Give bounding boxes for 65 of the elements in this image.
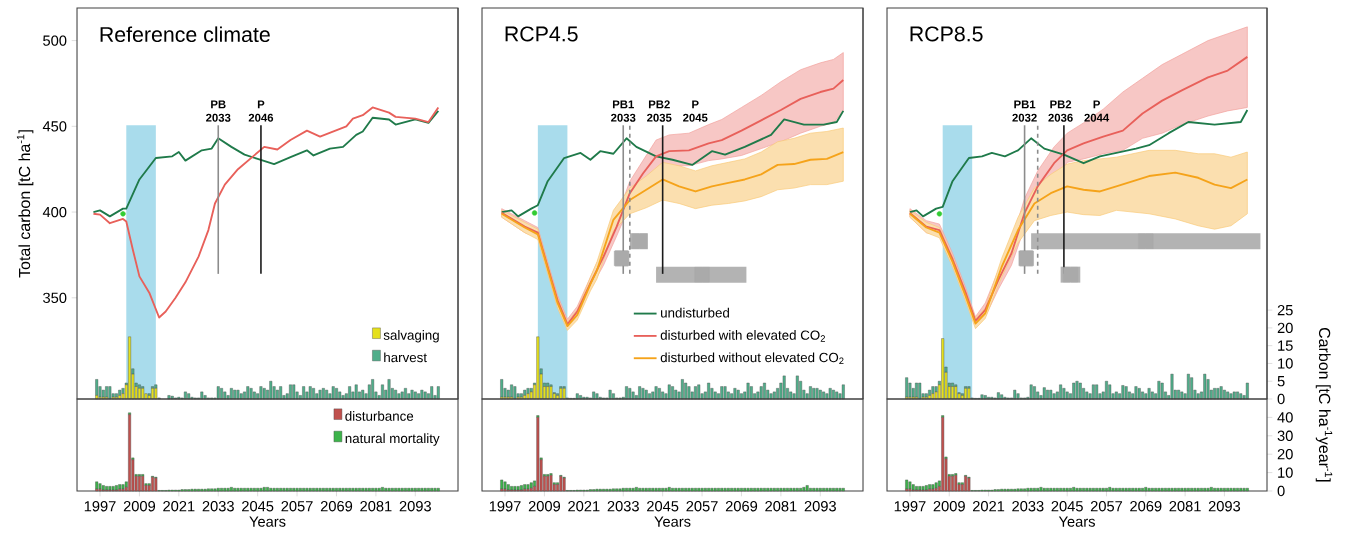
ref-line-label: PB1 2032	[1012, 100, 1037, 122]
x-tick-label: 2093	[1208, 501, 1241, 512]
y-tick-label: 400	[42, 206, 67, 218]
y2-axis-title: Carbon [tC ha$^{-1}$year$^{-1}$]	[1315, 327, 1333, 482]
x-tick-label: 2021	[568, 501, 600, 512]
ref-line-label: P 2046	[248, 100, 274, 122]
y2-tick-label: 10	[1278, 358, 1293, 369]
x-tick-label: 2045	[242, 501, 274, 512]
ref-line-label: P 2044	[1084, 100, 1110, 122]
x-tick-label: 2069	[1130, 501, 1162, 512]
x-tick-label: 2009	[933, 501, 965, 512]
x-tick-label: 2021	[163, 501, 195, 512]
x-axis-title: Years	[249, 516, 286, 527]
y2-tick-label: 40	[1277, 412, 1293, 423]
x-axis-title: Years	[1058, 516, 1095, 527]
ref-line-label: PB1 2033	[611, 100, 636, 122]
y2-tick-label: 0	[1277, 393, 1285, 405]
y-axis-title: Total carbon [tC ha$^{-1}$]	[16, 130, 34, 278]
x-tick-label: 2069	[320, 501, 353, 512]
y2-tick-label: 10	[1278, 467, 1293, 478]
ref-line-label: PB 2033	[206, 100, 231, 122]
x-tick-label: 1997	[489, 501, 521, 512]
x-tick-label: 2057	[686, 501, 718, 512]
y2-tick-label: 20	[1277, 449, 1293, 460]
x-tick-label: 2045	[647, 501, 679, 512]
x-tick-label: 2057	[1090, 501, 1123, 512]
x-tick-label: 2081	[360, 501, 392, 512]
y2-tick-label: 5	[1277, 376, 1285, 387]
legend-label: undisturbed	[661, 307, 729, 318]
x-tick-label: 1997	[894, 501, 926, 512]
legend-label: disturbed with elevated CO$_{2}$	[660, 330, 825, 342]
ref-line-label: P 2045	[683, 100, 708, 122]
ref-line-label: PB2 2036	[1048, 100, 1073, 122]
y2-tick-label: 20	[1277, 322, 1293, 334]
x-tick-label: 2009	[528, 501, 561, 512]
legend-label: harvest	[384, 352, 427, 363]
x-tick-label: 2021	[972, 501, 1005, 512]
text: RCP4.5	[505, 26, 578, 42]
x-tick-label: 2057	[281, 501, 313, 512]
x-tick-label: 2069	[725, 501, 758, 512]
x-tick-label: 2033	[1012, 501, 1044, 512]
x-tick-label: 2045	[1051, 501, 1083, 512]
y2-tick-label: 30	[1277, 430, 1293, 441]
x-tick-label: 2033	[202, 501, 234, 512]
x-tick-label: 2093	[804, 501, 836, 512]
y2-tick-label: 25	[1277, 304, 1293, 316]
x-tick-label: 2009	[123, 501, 156, 512]
ref-line-label: PB2 2035	[647, 100, 672, 122]
x-tick-label: 2033	[607, 501, 639, 512]
legend-label: natural mortality	[345, 433, 440, 446]
legend-label: salvaging	[383, 330, 439, 343]
legend-label: disturbance	[345, 411, 414, 421]
x-tick-label: 1997	[84, 501, 116, 512]
x-tick-label: 2093	[399, 501, 431, 512]
y-tick-label: 450	[42, 121, 67, 132]
text: Reference climate	[100, 26, 270, 43]
x-tick-label: 2081	[765, 501, 797, 512]
y-tick-label: 350	[43, 292, 67, 303]
y2-tick-label: 0	[1277, 485, 1285, 497]
text: RCP8.5	[910, 26, 983, 42]
y-tick-label: 500	[43, 35, 67, 46]
x-axis-title: Years	[654, 516, 691, 527]
legend-label: disturbed without elevated CO$_{2}$	[660, 352, 844, 365]
x-tick-label: 2081	[1169, 501, 1201, 512]
y2-tick-label: 15	[1278, 340, 1293, 351]
